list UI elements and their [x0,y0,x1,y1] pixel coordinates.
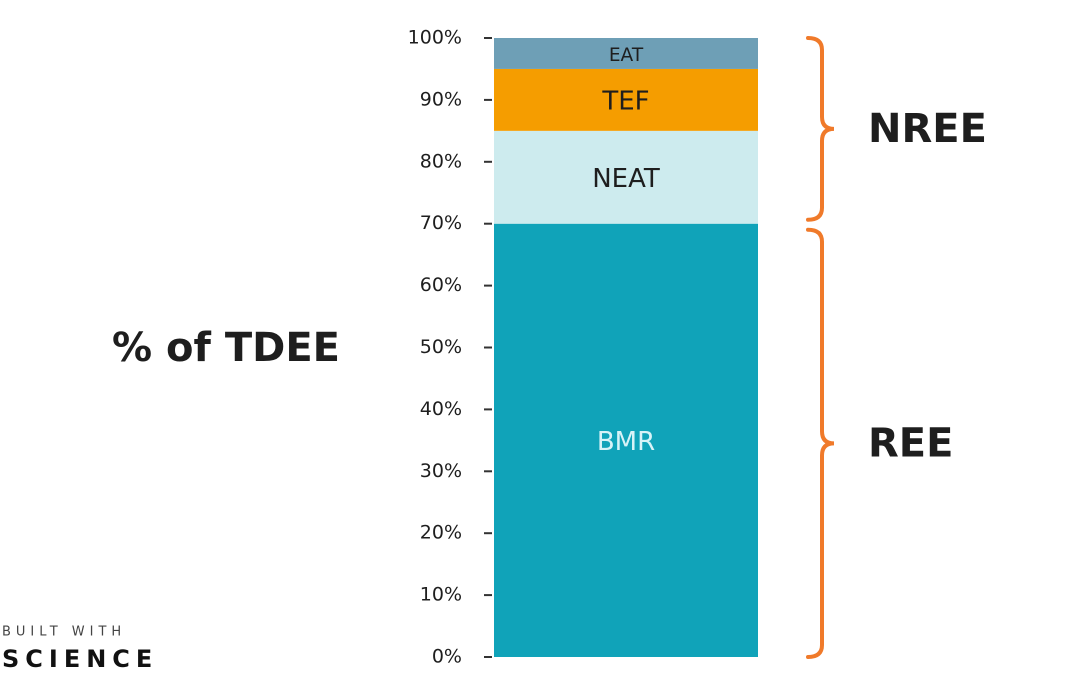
y-tick-label: 90% [420,88,462,110]
y-tick-label: 60% [420,274,462,296]
segment-label: EAT [609,45,644,66]
bar-segment [494,223,758,657]
y-tick-label: 20% [420,522,462,544]
logo-top: BUILT WITH [2,625,126,640]
y-tick-label: 50% [420,336,462,358]
annotation: NREE [868,106,987,152]
segment-label: TEF [601,86,649,116]
y-tick-label: 40% [420,398,462,420]
y-tick-label: 80% [420,150,462,172]
y-tick-label: 100% [408,27,462,49]
y-tick-label: 0% [432,646,462,668]
segment-label: NEAT [592,164,660,194]
annotation: REE [868,420,953,466]
y-tick-label: 30% [420,460,462,482]
y-tick-label: 70% [420,212,462,234]
y-tick-label: 10% [420,584,462,606]
bracket [806,227,835,659]
y-axis-label: % of TDEE [112,325,340,371]
bar-segment [494,130,758,224]
bracket [806,36,835,222]
bar-segment [494,68,758,131]
segment-label: BMR [597,427,655,457]
bar-segment [494,38,758,69]
logo-bottom: SCIENCE [2,645,158,673]
